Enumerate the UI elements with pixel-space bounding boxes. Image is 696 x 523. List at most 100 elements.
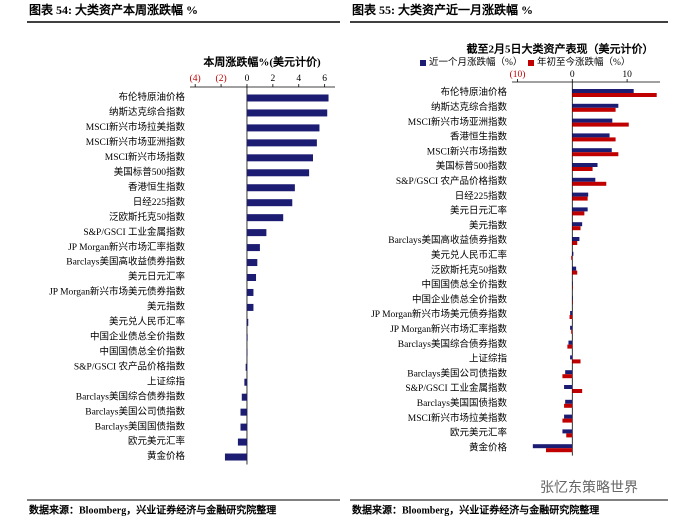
bar — [572, 285, 573, 290]
x-tick-label: 4 — [296, 74, 301, 84]
category-label: 欧元美元汇率 — [450, 427, 508, 439]
bar — [572, 241, 578, 245]
bar — [572, 181, 607, 186]
category-label: Barclays美国公司债指数 — [85, 405, 185, 417]
bar — [240, 423, 247, 431]
bar — [564, 414, 573, 419]
bar — [246, 169, 310, 177]
bar — [572, 118, 613, 123]
category-label: MSCI新兴市场指数 — [105, 151, 186, 163]
bar — [245, 363, 247, 371]
bar — [572, 389, 583, 393]
bar — [569, 315, 573, 319]
bar — [562, 374, 573, 379]
category-label: 泛欧斯托克50指数 — [431, 264, 508, 276]
bar — [246, 139, 317, 147]
chart-title: 截至2月5日大类资产表现（美元计价） — [467, 42, 654, 56]
source-note: 数据来源：Bloomberg，兴业证券经济与金融研究院整理 — [352, 503, 599, 516]
bar — [572, 270, 578, 275]
x-tick-label: (2) — [216, 73, 227, 84]
bar — [570, 325, 573, 330]
bar — [246, 303, 254, 311]
x-tick-label: 0 — [245, 74, 250, 84]
legend-label: 年初至今涨跌幅（%） — [537, 56, 630, 68]
category-label: S&P/GSCI 工业金属指数 — [83, 226, 185, 238]
category-label: Barclays美国公司债指数 — [407, 367, 507, 379]
bar — [572, 148, 612, 153]
category-label: 中国国债总全价指数 — [99, 345, 185, 357]
category-label: 欧元美元汇率 — [128, 435, 186, 447]
chart-title: 本周涨跌幅%(美元计价) — [203, 55, 321, 69]
category-label: 中国国债总全价指数 — [421, 279, 507, 291]
category-label: 美国标普500指数 — [436, 160, 508, 172]
category-label: 黄金价格 — [469, 441, 508, 453]
category-label: 日经225指数 — [133, 196, 186, 208]
category-label: 美元日元汇率 — [128, 271, 186, 283]
bar — [572, 103, 619, 108]
bar — [572, 122, 629, 127]
category-label: S&P/GSCI 农产品价格指数 — [396, 175, 508, 187]
category-label: MSCI新兴市场拉美指数 — [86, 121, 186, 133]
category-label: 美元兑人民币汇率 — [109, 316, 186, 328]
bar — [545, 448, 573, 453]
bar — [572, 226, 581, 231]
bar — [572, 177, 596, 182]
category-label: 美元日元汇率 — [450, 205, 508, 217]
x-tick-label: (4) — [190, 73, 201, 84]
bar — [570, 311, 573, 315]
bar — [572, 137, 616, 142]
bar — [246, 124, 320, 132]
bar — [572, 251, 574, 256]
bar — [572, 163, 598, 167]
category-label: Barclays美国国债指数 — [417, 397, 508, 409]
legend-swatch — [528, 60, 534, 66]
category-label: 中国企业债总全价指数 — [412, 293, 508, 305]
bar — [246, 229, 267, 237]
bar — [570, 355, 573, 360]
category-label: 日经225指数 — [455, 190, 508, 202]
bar — [572, 207, 588, 212]
category-label: 中国企业债总全价指数 — [90, 331, 186, 343]
category-label: 纳斯达克综合指数 — [109, 106, 186, 118]
bar — [572, 281, 573, 286]
category-label: MSCI新兴市场拉美指数 — [408, 412, 508, 424]
bar — [562, 418, 573, 423]
bar — [567, 344, 573, 349]
bar — [565, 370, 573, 375]
figure-heading: 图表 55: 大类资产近一月涨跌幅 % — [352, 2, 533, 17]
bar — [562, 429, 573, 434]
bar — [224, 453, 247, 461]
category-label: JP Morgan新兴市场美元债券指数 — [49, 286, 185, 298]
category-label: 纳斯达克综合指数 — [431, 101, 508, 113]
bar — [246, 109, 328, 117]
bar — [564, 385, 573, 389]
x-tick-label: 2 — [270, 74, 275, 84]
bar — [572, 192, 589, 197]
bar — [532, 444, 573, 449]
category-label: 美元指数 — [469, 219, 508, 231]
bar — [246, 214, 284, 222]
x-tick-label: (10) — [510, 69, 526, 80]
category-label: 香港恒生指数 — [450, 131, 508, 143]
category-label: Barclays美国综合债券指数 — [398, 338, 508, 350]
bar — [572, 211, 585, 216]
category-label: 泛欧斯托克50指数 — [109, 211, 186, 223]
category-label: MSCI新兴市场指数 — [427, 145, 508, 157]
bar — [246, 333, 248, 341]
legend-swatch — [420, 60, 426, 66]
bar — [564, 403, 573, 408]
category-label: 上证综指 — [469, 353, 508, 365]
category-label: 黄金价格 — [147, 450, 186, 462]
bar — [566, 433, 573, 438]
figure-heading: 图表 54: 大类资产本周涨跌幅 % — [29, 2, 198, 17]
category-label: JP Morgan新兴市场美元债券指数 — [371, 308, 507, 320]
bar — [246, 244, 260, 252]
category-label: Barclays美国综合债券指数 — [76, 390, 186, 402]
bar — [572, 196, 588, 201]
bar — [246, 259, 258, 267]
bar — [572, 237, 580, 241]
category-label: 美元指数 — [147, 301, 186, 313]
bar — [241, 393, 247, 401]
x-tick-label: 0 — [570, 70, 575, 80]
bar — [240, 408, 247, 416]
